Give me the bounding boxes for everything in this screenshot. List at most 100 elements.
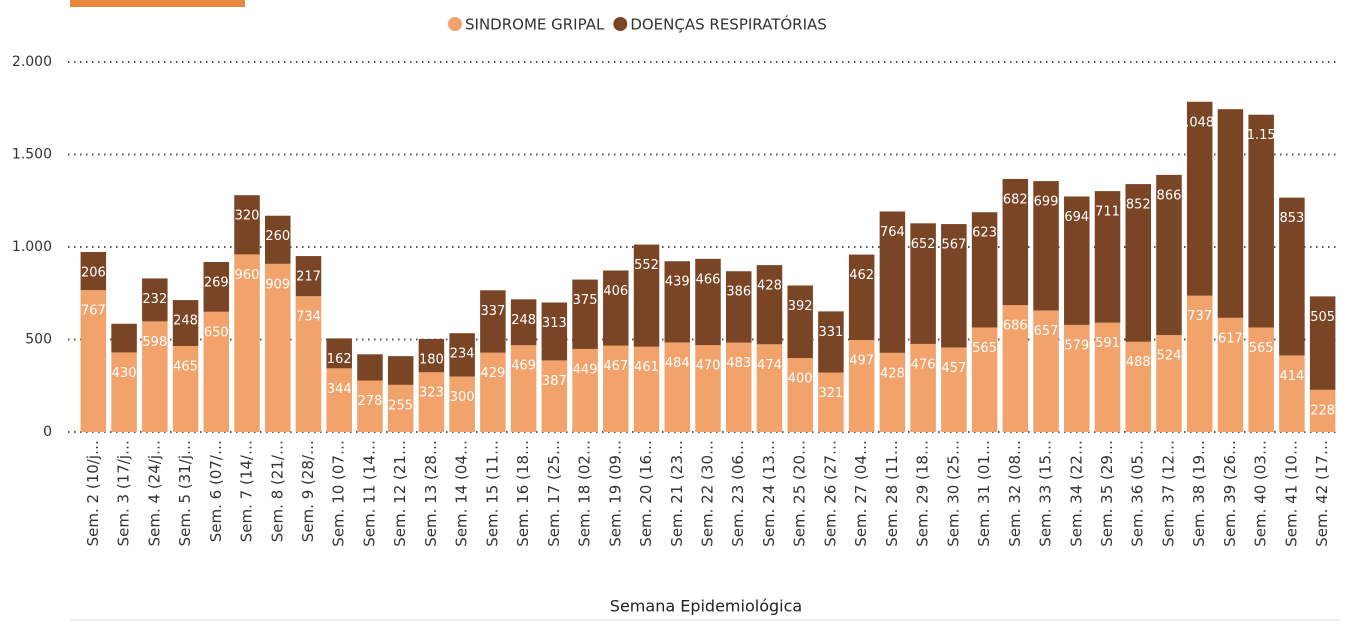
value-label: 652 [911,237,936,252]
value-label: 337 [480,304,505,319]
legend-label: SINDROME GRIPAL [465,16,605,34]
value-label: 853 [1279,211,1304,226]
bar-segment [1309,389,1336,432]
bar-segment [1094,322,1121,432]
value-label: 483 [726,356,751,371]
value-label: 866 [1157,188,1182,203]
bar-segment [234,195,260,255]
legend-marker [613,17,628,31]
bar-segment [234,254,260,432]
bar-segment [510,299,537,346]
bar-segment [203,261,230,312]
bar-segment [265,215,291,264]
bar-segment [1156,335,1182,432]
value-label: 217 [296,270,321,285]
x-tick-label: Sem. 2 (10/j… [84,440,102,546]
bar-segment [295,296,322,432]
bar-segment [1186,101,1213,296]
value-label: 313 [542,316,567,331]
value-label: 699 [1034,195,1059,210]
value-label: 686 [1003,319,1028,334]
value-label: 457 [941,361,966,376]
x-tick-label: Sem. 4 (24/j… [145,440,163,546]
bar-segment [1248,114,1274,328]
value-label: 505 [1310,310,1335,325]
x-tick-label: Sem. 28 (11… [883,440,901,547]
bar-segment [848,340,875,432]
bar-segment [787,358,813,432]
value-label: 711 [1095,205,1120,220]
bar-segment [756,344,783,432]
x-tick-label: Sem. 14 (04… [453,440,471,547]
bar-segment [1033,181,1059,311]
bar-segment [695,258,721,346]
bar-segment [1156,174,1182,336]
bar-segment [449,333,475,377]
bar-segment [603,270,629,346]
x-tick-label: Sem. 8 (21/… [268,440,286,542]
x-tick-label: Sem. 22 (30… [699,440,717,547]
value-label: 260 [265,229,290,244]
value-label: 255 [388,398,413,413]
bar-segment [357,354,383,381]
x-tick-label: Sem. 23 (06… [729,440,747,547]
x-tick-label: Sem. 29 (18… [914,440,932,547]
value-label: 429 [480,366,505,381]
x-axis-title: Semana Epidemiológica [610,597,802,616]
bar-segment [695,345,721,432]
bar-segment [1248,327,1274,432]
bar-segment [387,356,414,385]
bar-segment [357,380,383,432]
bar-segment [1064,196,1090,325]
value-label: 1.15 [1247,128,1276,143]
x-tick-label: Sem. 12 (21… [391,440,409,547]
bar-segment [572,279,598,349]
value-label: 461 [634,360,659,375]
x-tick-label: Sem. 34 (22… [1067,440,1085,547]
value-label: 278 [358,394,383,409]
y-tick-label: 1.000 [12,239,52,255]
bar-segment [910,223,936,344]
legend-marker [448,17,462,31]
value-label: 657 [1034,324,1059,339]
x-tick-label: Sem. 42 (17… [1313,440,1331,547]
x-tick-label: Sem. 17 (25… [545,440,563,547]
x-tick-label: Sem. 3 (17/j… [115,440,133,546]
value-label: 552 [634,258,659,273]
value-label: 682 [1003,192,1028,207]
bar-segment [510,345,537,432]
bar-segment [265,263,291,432]
value-label: 617 [1218,331,1243,346]
bar-segment [633,346,660,432]
x-tick-label: Sem. 13 (28… [422,440,440,547]
x-tick-label: Sem. 11 (14… [360,440,378,547]
bar-segment [418,338,445,373]
value-label: 428 [880,366,905,381]
x-tick-label: Sem. 38 (19… [1190,440,1208,547]
x-tick-label: Sem. 5 (31/j… [176,440,194,546]
bar-segment [633,244,660,347]
bar-segment [941,347,967,432]
bar-segment [818,311,844,373]
value-label: 439 [665,275,690,290]
bar-segment [449,376,475,432]
value-label: 484 [665,356,690,371]
value-label: 228 [1310,403,1335,418]
value-label: 623 [972,226,997,241]
x-tick-label: Sem. 18 (02… [576,440,594,547]
value-label: 591 [1095,336,1120,351]
bar-segment [541,302,568,361]
x-tick-label: Sem. 15 (11… [483,440,501,547]
value-label: 206 [81,265,106,280]
y-tick-label: 500 [25,332,52,348]
bar-segment [111,352,137,432]
x-tick-label: Sem. 7 (14/… [238,440,256,542]
value-label: 392 [788,299,813,314]
x-tick-label: Sem. 27 (04… [852,440,870,547]
bar-segment [326,368,352,432]
bar-segment [572,348,598,432]
bar-segment [971,327,998,432]
bar-segment [387,384,414,432]
bar-segment [1309,296,1336,390]
